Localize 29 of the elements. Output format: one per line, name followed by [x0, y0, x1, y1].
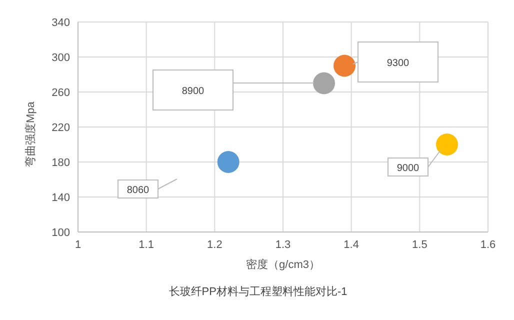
annotation: 8060: [126, 185, 150, 196]
point: [436, 134, 458, 156]
text: 长玻纤PP材料与工程塑料性能对比-1: [168, 284, 348, 299]
annotation: 8900: [182, 86, 205, 97]
x-axis-title: 密度（g/cm3）: [246, 258, 320, 271]
y-axis-title: 弯曲强度Mpa: [24, 100, 37, 167]
annotation: 9300: [386, 58, 410, 69]
y-tick-label: 260: [52, 86, 70, 99]
y-tick-label: 180: [52, 156, 70, 169]
y-tick-label: 220: [52, 122, 70, 134]
point: [334, 54, 356, 77]
callout: 8900: [152, 70, 314, 110]
x-tick-label: 1: [74, 238, 82, 251]
callout: 8060: [118, 178, 178, 198]
x-tick-label: 1.5: [412, 238, 428, 251]
point: [217, 151, 240, 173]
callout: 9300: [352, 42, 438, 82]
y-tick-label: 340: [52, 16, 70, 29]
callout: 9000: [388, 150, 440, 176]
x-tick-label: 1.3: [275, 238, 291, 251]
x-tick-label: 1.1: [138, 238, 154, 251]
x-tick-label: 1.2: [207, 238, 222, 251]
y-tick-label: 140: [52, 192, 70, 204]
y-tick-label: 300: [52, 52, 70, 64]
x-tick-label: 1.6: [480, 238, 496, 251]
point: [313, 72, 335, 94]
annotation: 9000: [396, 163, 420, 174]
y-tick-label: 100: [52, 226, 70, 239]
x-tick-label: 1.4: [344, 238, 359, 251]
